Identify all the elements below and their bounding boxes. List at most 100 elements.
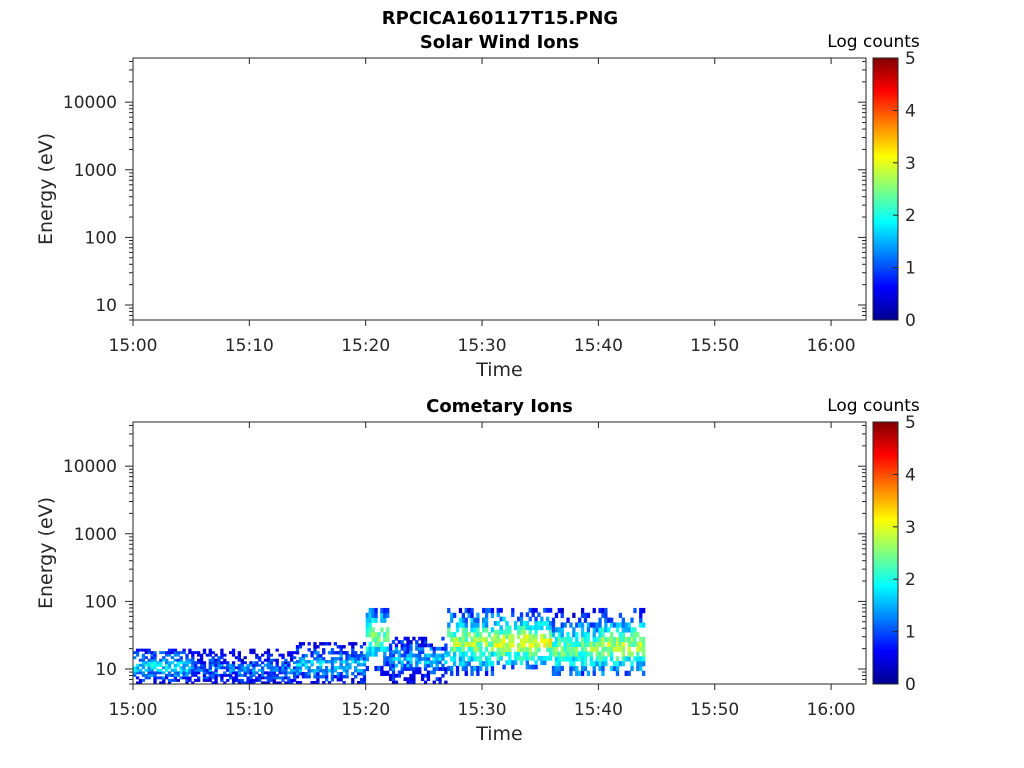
heatmap-cell bbox=[153, 653, 157, 657]
heatmap-cell bbox=[345, 654, 349, 658]
heatmap-cell bbox=[368, 646, 372, 652]
heatmap-cell bbox=[458, 646, 463, 652]
heatmap-cell bbox=[560, 665, 564, 672]
heatmap-cell bbox=[615, 646, 620, 652]
heatmap-cell bbox=[278, 676, 282, 680]
heatmap-cell bbox=[601, 641, 605, 647]
heatmap-cell bbox=[226, 666, 230, 670]
heatmap-cell bbox=[281, 668, 285, 672]
heatmap-cell bbox=[194, 671, 198, 675]
heatmap-cell bbox=[359, 672, 364, 676]
heatmap-cell bbox=[179, 651, 183, 655]
heatmap-cell bbox=[167, 671, 172, 675]
heatmap-cell bbox=[409, 640, 413, 644]
heatmap-cell bbox=[359, 681, 364, 685]
heatmap-cell bbox=[165, 661, 169, 665]
heatmap-cell bbox=[618, 641, 623, 647]
heatmap-cell bbox=[490, 665, 495, 672]
heatmap-cell bbox=[534, 607, 538, 613]
heatmap-cell bbox=[438, 667, 442, 671]
heatmap-cell bbox=[322, 660, 326, 664]
heatmap-cell bbox=[607, 651, 611, 657]
heatmap-cell bbox=[505, 634, 509, 639]
heatmap-cell bbox=[511, 634, 515, 639]
heatmap-cell bbox=[223, 671, 227, 675]
heatmap-cell bbox=[627, 641, 631, 647]
heatmap-cell bbox=[537, 642, 541, 648]
heatmap-cell bbox=[391, 657, 396, 661]
heatmap-cell bbox=[432, 660, 436, 665]
heatmap-cell bbox=[231, 663, 236, 667]
heatmap-cell bbox=[182, 661, 186, 665]
heatmap-cell bbox=[633, 607, 637, 614]
heatmap-cell bbox=[534, 642, 538, 648]
heatmap-cell bbox=[447, 622, 451, 628]
heatmap-cell bbox=[377, 636, 381, 643]
heatmap-cell bbox=[450, 646, 454, 652]
heatmap-cell bbox=[182, 663, 186, 667]
heatmap-cell bbox=[150, 653, 154, 657]
heatmap-cell bbox=[406, 653, 410, 658]
heatmap-cell bbox=[185, 676, 189, 680]
heatmap-cell bbox=[639, 665, 643, 672]
heatmap-cell bbox=[406, 636, 410, 641]
heatmap-cell bbox=[583, 636, 588, 643]
heatmap-cell bbox=[220, 666, 224, 670]
heatmap-cell bbox=[470, 622, 474, 628]
heatmap-cell bbox=[162, 658, 166, 662]
y-tick-label: 1000 bbox=[74, 161, 117, 181]
heatmap-cell bbox=[583, 651, 588, 657]
heatmap-cell bbox=[191, 658, 195, 662]
heatmap-cell bbox=[290, 651, 294, 655]
heatmap-cell bbox=[252, 648, 256, 652]
heatmap-cell bbox=[630, 636, 634, 643]
heatmap-cell bbox=[301, 660, 306, 664]
heatmap-cell bbox=[467, 632, 471, 638]
heatmap-cell bbox=[522, 655, 527, 661]
heatmap-cell bbox=[208, 666, 212, 670]
heatmap-cell bbox=[287, 676, 291, 680]
heatmap-cell bbox=[461, 646, 465, 652]
colorbar-tick-label: 1 bbox=[905, 623, 916, 643]
colorbar-tick-label: 2 bbox=[905, 206, 916, 226]
heatmap-cell bbox=[298, 669, 303, 673]
heatmap-cell bbox=[627, 651, 631, 657]
heatmap-cell bbox=[560, 612, 564, 618]
heatmap-cell bbox=[237, 666, 242, 670]
heatmap-cell bbox=[546, 647, 550, 652]
heatmap-cell bbox=[266, 671, 271, 675]
heatmap-cell bbox=[496, 634, 500, 639]
heatmap-cell bbox=[214, 678, 218, 682]
heatmap-cell bbox=[578, 651, 582, 657]
heatmap-cell bbox=[519, 629, 524, 635]
heatmap-cell bbox=[386, 670, 390, 676]
heatmap-cell bbox=[511, 642, 515, 648]
heatmap-cell bbox=[252, 668, 256, 672]
heatmap-cell bbox=[575, 641, 579, 647]
heatmap-cell bbox=[490, 627, 495, 633]
heatmap-cell bbox=[505, 621, 509, 626]
heatmap-cell bbox=[313, 657, 317, 661]
heatmap-cell bbox=[412, 677, 416, 682]
heatmap-cell bbox=[295, 675, 300, 679]
heatmap-cell bbox=[406, 650, 410, 655]
heatmap-cell bbox=[420, 650, 425, 655]
heatmap-cell bbox=[444, 670, 448, 675]
heatmap-cell bbox=[441, 636, 445, 641]
heatmap-cell bbox=[333, 666, 338, 670]
heatmap-cell bbox=[316, 654, 320, 658]
heatmap-cell bbox=[391, 667, 396, 671]
heatmap-cell bbox=[438, 677, 442, 682]
panel-title: Solar Wind Ions bbox=[420, 32, 579, 53]
heatmap-cell bbox=[406, 680, 410, 685]
heatmap-cell bbox=[290, 678, 294, 682]
heatmap-cell bbox=[403, 677, 407, 682]
heatmap-cell bbox=[423, 660, 428, 665]
heatmap-cell bbox=[228, 666, 233, 670]
heatmap-cell bbox=[461, 665, 465, 672]
heatmap-cell bbox=[170, 678, 175, 682]
heatmap-cell bbox=[595, 627, 599, 633]
heatmap-cell bbox=[511, 660, 515, 666]
heatmap-cell bbox=[199, 656, 204, 660]
heatmap-cell bbox=[450, 612, 454, 618]
